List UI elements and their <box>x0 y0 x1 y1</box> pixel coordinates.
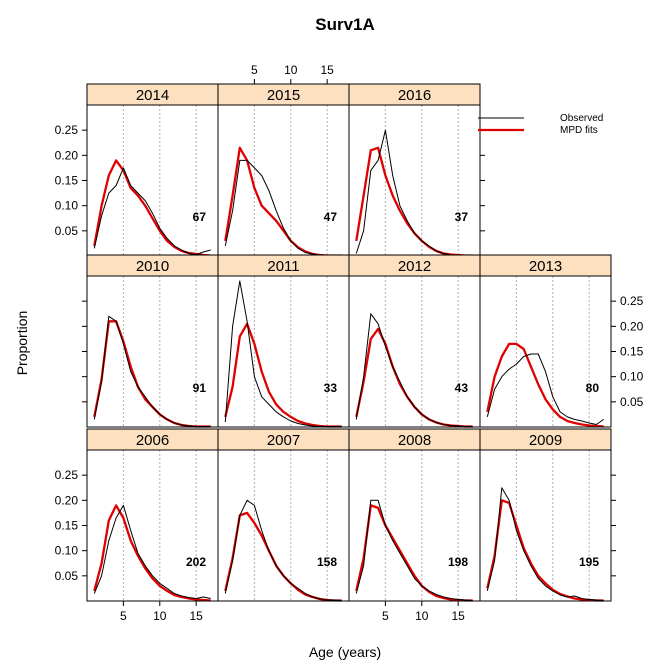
x-tick-label: 15 <box>320 63 334 77</box>
y-axis-right-row2 <box>611 474 616 577</box>
axes-layer: 5 10 15 5 10 155 10 150.050.100.150.200.250.050… <box>55 63 644 623</box>
y-axis-left-row1 <box>82 300 87 403</box>
fit-line-2015 <box>224 146 342 257</box>
strip-label-2013: 2013 <box>529 258 562 275</box>
strip-label-2007: 2007 <box>267 432 300 449</box>
panel-2014: 2014 67 <box>86 83 219 257</box>
legend-label-1: MPD fits <box>560 125 598 136</box>
fit-line-2010 <box>93 320 211 428</box>
fit-line-2006 <box>93 504 211 602</box>
y-tick-label: 0.20 <box>55 148 79 162</box>
x-tick-label: 5 <box>120 609 127 623</box>
sample-size-2012: 43 <box>455 381 469 395</box>
y-tick-label: 0.10 <box>55 199 79 213</box>
fit-line-2009 <box>486 499 604 602</box>
y-tick-label: 0.10 <box>55 544 79 558</box>
panel-2012: 2012 43 <box>348 254 481 428</box>
y-axis-label: Proportion <box>14 311 30 376</box>
y-axis-left-row0: 0.05 0.10 0.15 0.20 0.25 <box>55 123 87 238</box>
observed-line-2014 <box>93 167 211 255</box>
x-tick-label: 5 <box>382 609 389 623</box>
observed-line-2011 <box>224 280 342 427</box>
chart-title: Surv1A <box>315 15 375 34</box>
y-tick-label: 0.05 <box>620 395 644 409</box>
y-tick-label: 0.05 <box>55 224 79 238</box>
panel-2010: 2010 91 <box>86 254 219 428</box>
sample-size-2014: 67 <box>193 210 207 224</box>
y-tick-label: 0.25 <box>55 468 79 482</box>
x-tick-label: 15 <box>189 609 203 623</box>
panel-2009: 2009 195 <box>479 428 612 602</box>
legend-label-0: Observed <box>560 113 603 124</box>
observed-line-2010 <box>93 315 211 427</box>
strip-label-2010: 2010 <box>136 258 169 275</box>
panel-2007: 2007 158 <box>217 428 350 602</box>
y-tick-label: 0.10 <box>620 370 644 384</box>
y-tick-label: 0.05 <box>55 569 79 583</box>
fit-line-2013 <box>486 342 604 428</box>
panels-layer: 2014 67 2015 47 2016 37 2010 91 2011 33 2012 43 2013… <box>86 83 612 602</box>
strip-label-2006: 2006 <box>136 432 169 449</box>
panel-border-2015 <box>217 104 350 257</box>
y-tick-label: 0.25 <box>620 294 644 308</box>
sample-size-2006: 202 <box>186 555 206 569</box>
observed-line-2007 <box>224 499 342 601</box>
sample-size-2007: 158 <box>317 555 337 569</box>
observed-line-2008 <box>355 499 473 601</box>
y-tick-label: 0.15 <box>620 345 644 359</box>
panel-2013: 2013 80 <box>479 254 612 428</box>
observed-line-2006 <box>93 504 211 599</box>
sample-size-2015: 47 <box>324 210 338 224</box>
x-tick-label: 5 <box>251 63 258 77</box>
panel-2011: 2011 33 <box>217 254 350 428</box>
panel-border-2013 <box>479 275 612 428</box>
x-axis-top-col1: 5 10 15 <box>251 63 334 84</box>
sample-size-2009: 195 <box>579 555 599 569</box>
y-axis-right-row0 <box>480 129 485 232</box>
y-axis-right-row1: 0.05 0.10 0.15 0.20 0.25 <box>611 294 644 409</box>
y-tick-label: 0.15 <box>55 174 79 188</box>
fit-line-2012 <box>355 327 473 428</box>
strip-label-2016: 2016 <box>398 87 431 104</box>
y-tick-label: 0.20 <box>620 319 644 333</box>
strip-label-2008: 2008 <box>398 432 431 449</box>
observed-line-2009 <box>486 487 604 601</box>
fit-line-2011 <box>224 322 342 428</box>
strip-label-2011: 2011 <box>267 258 299 275</box>
strip-label-2012: 2012 <box>398 258 431 275</box>
strip-label-2014: 2014 <box>136 87 169 104</box>
sample-size-2008: 198 <box>448 555 468 569</box>
observed-line-2013 <box>486 353 604 425</box>
sample-size-2010: 91 <box>193 381 207 395</box>
panel-2006: 2006 202 <box>86 428 219 602</box>
panel-2008: 2008 198 <box>348 428 481 602</box>
sample-size-2013: 80 <box>586 381 600 395</box>
sample-size-2011: 33 <box>324 381 338 395</box>
fit-line-2008 <box>355 504 473 602</box>
y-tick-label: 0.20 <box>55 493 79 507</box>
y-tick-label: 0.15 <box>55 519 79 533</box>
sample-size-2016: 37 <box>455 210 469 224</box>
strip-label-2009: 2009 <box>529 432 562 449</box>
x-axis-label: Age (years) <box>309 644 381 660</box>
observed-line-2012 <box>355 313 473 427</box>
fit-line-2016 <box>355 146 473 257</box>
panel-2015: 2015 47 <box>217 83 350 257</box>
observed-line-2015 <box>224 159 342 256</box>
panel-2016: 2016 37 <box>348 83 481 257</box>
x-tick-label: 10 <box>284 63 298 77</box>
fit-line-2014 <box>93 159 211 257</box>
x-axis-bottom-col0: 5 10 15 <box>120 601 203 623</box>
x-tick-label: 15 <box>451 609 465 623</box>
x-tick-label: 10 <box>153 609 167 623</box>
panel-border-2010 <box>86 275 219 428</box>
y-axis-left-row2: 0.05 0.10 0.15 0.20 0.25 <box>55 468 87 583</box>
strip-label-2015: 2015 <box>267 87 300 104</box>
y-tick-label: 0.25 <box>55 123 79 137</box>
x-tick-label: 10 <box>415 609 429 623</box>
x-axis-bottom-col2: 5 10 15 <box>382 601 465 623</box>
